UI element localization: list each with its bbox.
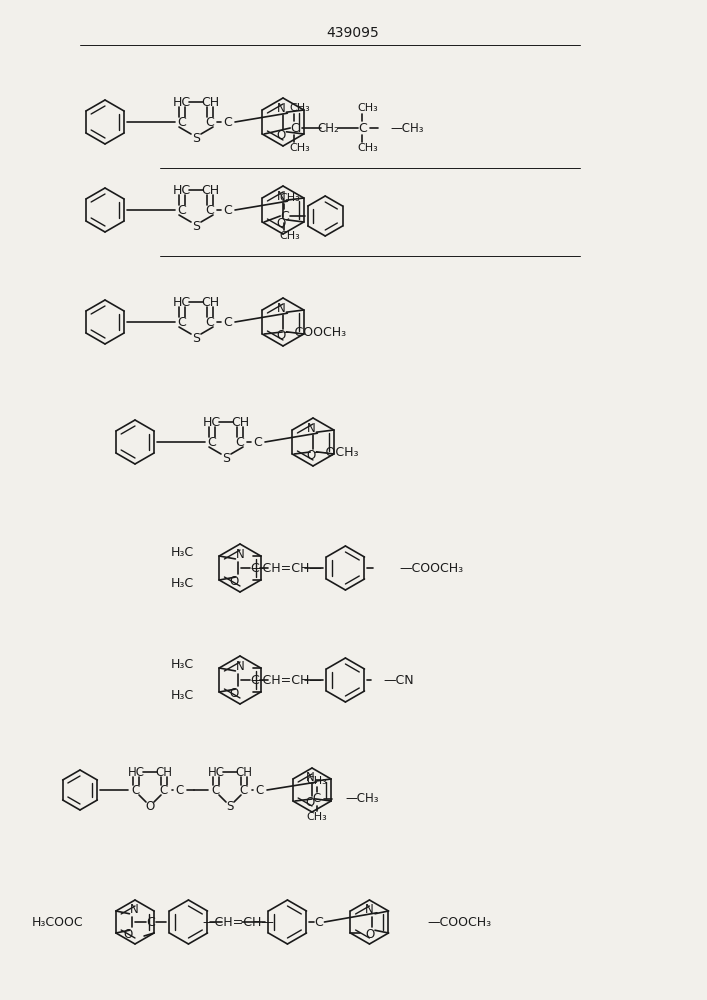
Text: —CH=CH—: —CH=CH—: [202, 916, 274, 928]
Text: O: O: [366, 928, 375, 941]
Text: —OCH₃: —OCH₃: [313, 446, 359, 458]
Text: C: C: [280, 210, 288, 223]
Text: C: C: [160, 784, 168, 796]
Text: H₃C: H₃C: [171, 546, 194, 559]
Text: C: C: [206, 204, 214, 217]
Text: C: C: [177, 316, 187, 328]
Text: HC: HC: [127, 766, 144, 778]
Text: S: S: [222, 452, 230, 464]
Text: C: C: [146, 916, 155, 928]
Text: N: N: [306, 771, 315, 784]
Text: C: C: [177, 204, 187, 217]
Text: C: C: [312, 792, 321, 806]
Text: —CH₃: —CH₃: [345, 792, 378, 806]
Text: C: C: [250, 674, 259, 686]
Text: N: N: [236, 548, 245, 561]
Text: CH₃: CH₃: [358, 103, 378, 113]
Text: S: S: [192, 220, 200, 232]
Text: S: S: [192, 332, 200, 344]
Text: —CN: —CN: [383, 674, 414, 686]
Text: C: C: [212, 784, 220, 796]
Text: C: C: [177, 115, 187, 128]
Text: HC: HC: [207, 766, 225, 778]
Text: N: N: [365, 903, 373, 916]
Text: CH₂: CH₂: [317, 121, 339, 134]
Text: C: C: [206, 115, 214, 128]
Text: N: N: [277, 302, 286, 315]
Text: S: S: [192, 131, 200, 144]
Text: —CH=CH—: —CH=CH—: [250, 674, 322, 686]
Text: C: C: [235, 436, 245, 448]
Text: O: O: [230, 687, 239, 700]
Text: N: N: [236, 660, 245, 673]
Text: H₃C: H₃C: [171, 658, 194, 671]
Text: C: C: [254, 436, 262, 448]
Text: —CH₃: —CH₃: [390, 121, 423, 134]
Text: C: C: [358, 121, 367, 134]
Text: C: C: [290, 121, 298, 134]
Text: CH₃: CH₃: [280, 231, 300, 241]
Text: —COOCH₃: —COOCH₃: [428, 916, 491, 928]
Text: CH₃: CH₃: [358, 143, 378, 153]
Text: 439095: 439095: [327, 26, 380, 40]
Text: O: O: [276, 129, 286, 142]
Text: C: C: [223, 115, 233, 128]
Text: O: O: [276, 217, 286, 230]
Text: N: N: [130, 903, 139, 916]
Text: O: O: [305, 796, 315, 809]
Text: O: O: [307, 449, 316, 462]
Text: N: N: [277, 102, 286, 115]
Text: HC: HC: [173, 184, 191, 196]
Text: CH: CH: [201, 96, 219, 108]
Text: N: N: [277, 190, 286, 203]
Text: CH₃: CH₃: [307, 812, 327, 822]
Text: CH₃: CH₃: [280, 193, 300, 203]
Text: CH₃: CH₃: [290, 103, 310, 113]
Text: —CH=CH—: —CH=CH—: [250, 562, 322, 574]
Text: C: C: [314, 916, 323, 928]
Text: HC: HC: [173, 296, 191, 308]
Text: O: O: [146, 800, 155, 812]
Text: CH₃: CH₃: [290, 143, 310, 153]
Text: C: C: [176, 784, 184, 796]
Text: S: S: [226, 800, 234, 812]
Text: CH: CH: [235, 766, 252, 778]
Text: C: C: [256, 784, 264, 796]
Text: —COOCH₃: —COOCH₃: [282, 326, 346, 338]
Text: CH: CH: [231, 416, 249, 428]
Text: H₃C: H₃C: [171, 689, 194, 702]
Text: C: C: [132, 784, 140, 796]
Text: C: C: [250, 562, 259, 574]
Text: O: O: [230, 575, 239, 588]
Text: H₃C: H₃C: [171, 577, 194, 590]
Text: CH₃: CH₃: [307, 776, 327, 786]
Text: CH: CH: [156, 766, 173, 778]
Text: CH: CH: [201, 296, 219, 308]
Text: CH: CH: [201, 184, 219, 196]
Text: HC: HC: [203, 416, 221, 428]
Text: —COOCH₃: —COOCH₃: [399, 562, 464, 574]
Text: C: C: [223, 204, 233, 217]
Text: O: O: [124, 928, 133, 941]
Text: O: O: [276, 329, 286, 342]
Text: C: C: [208, 436, 216, 448]
Text: HC: HC: [173, 96, 191, 108]
Text: C: C: [223, 316, 233, 328]
Text: H₃COOC: H₃COOC: [31, 916, 83, 928]
Text: C: C: [206, 316, 214, 328]
Text: C: C: [240, 784, 248, 796]
Text: N: N: [307, 422, 316, 435]
